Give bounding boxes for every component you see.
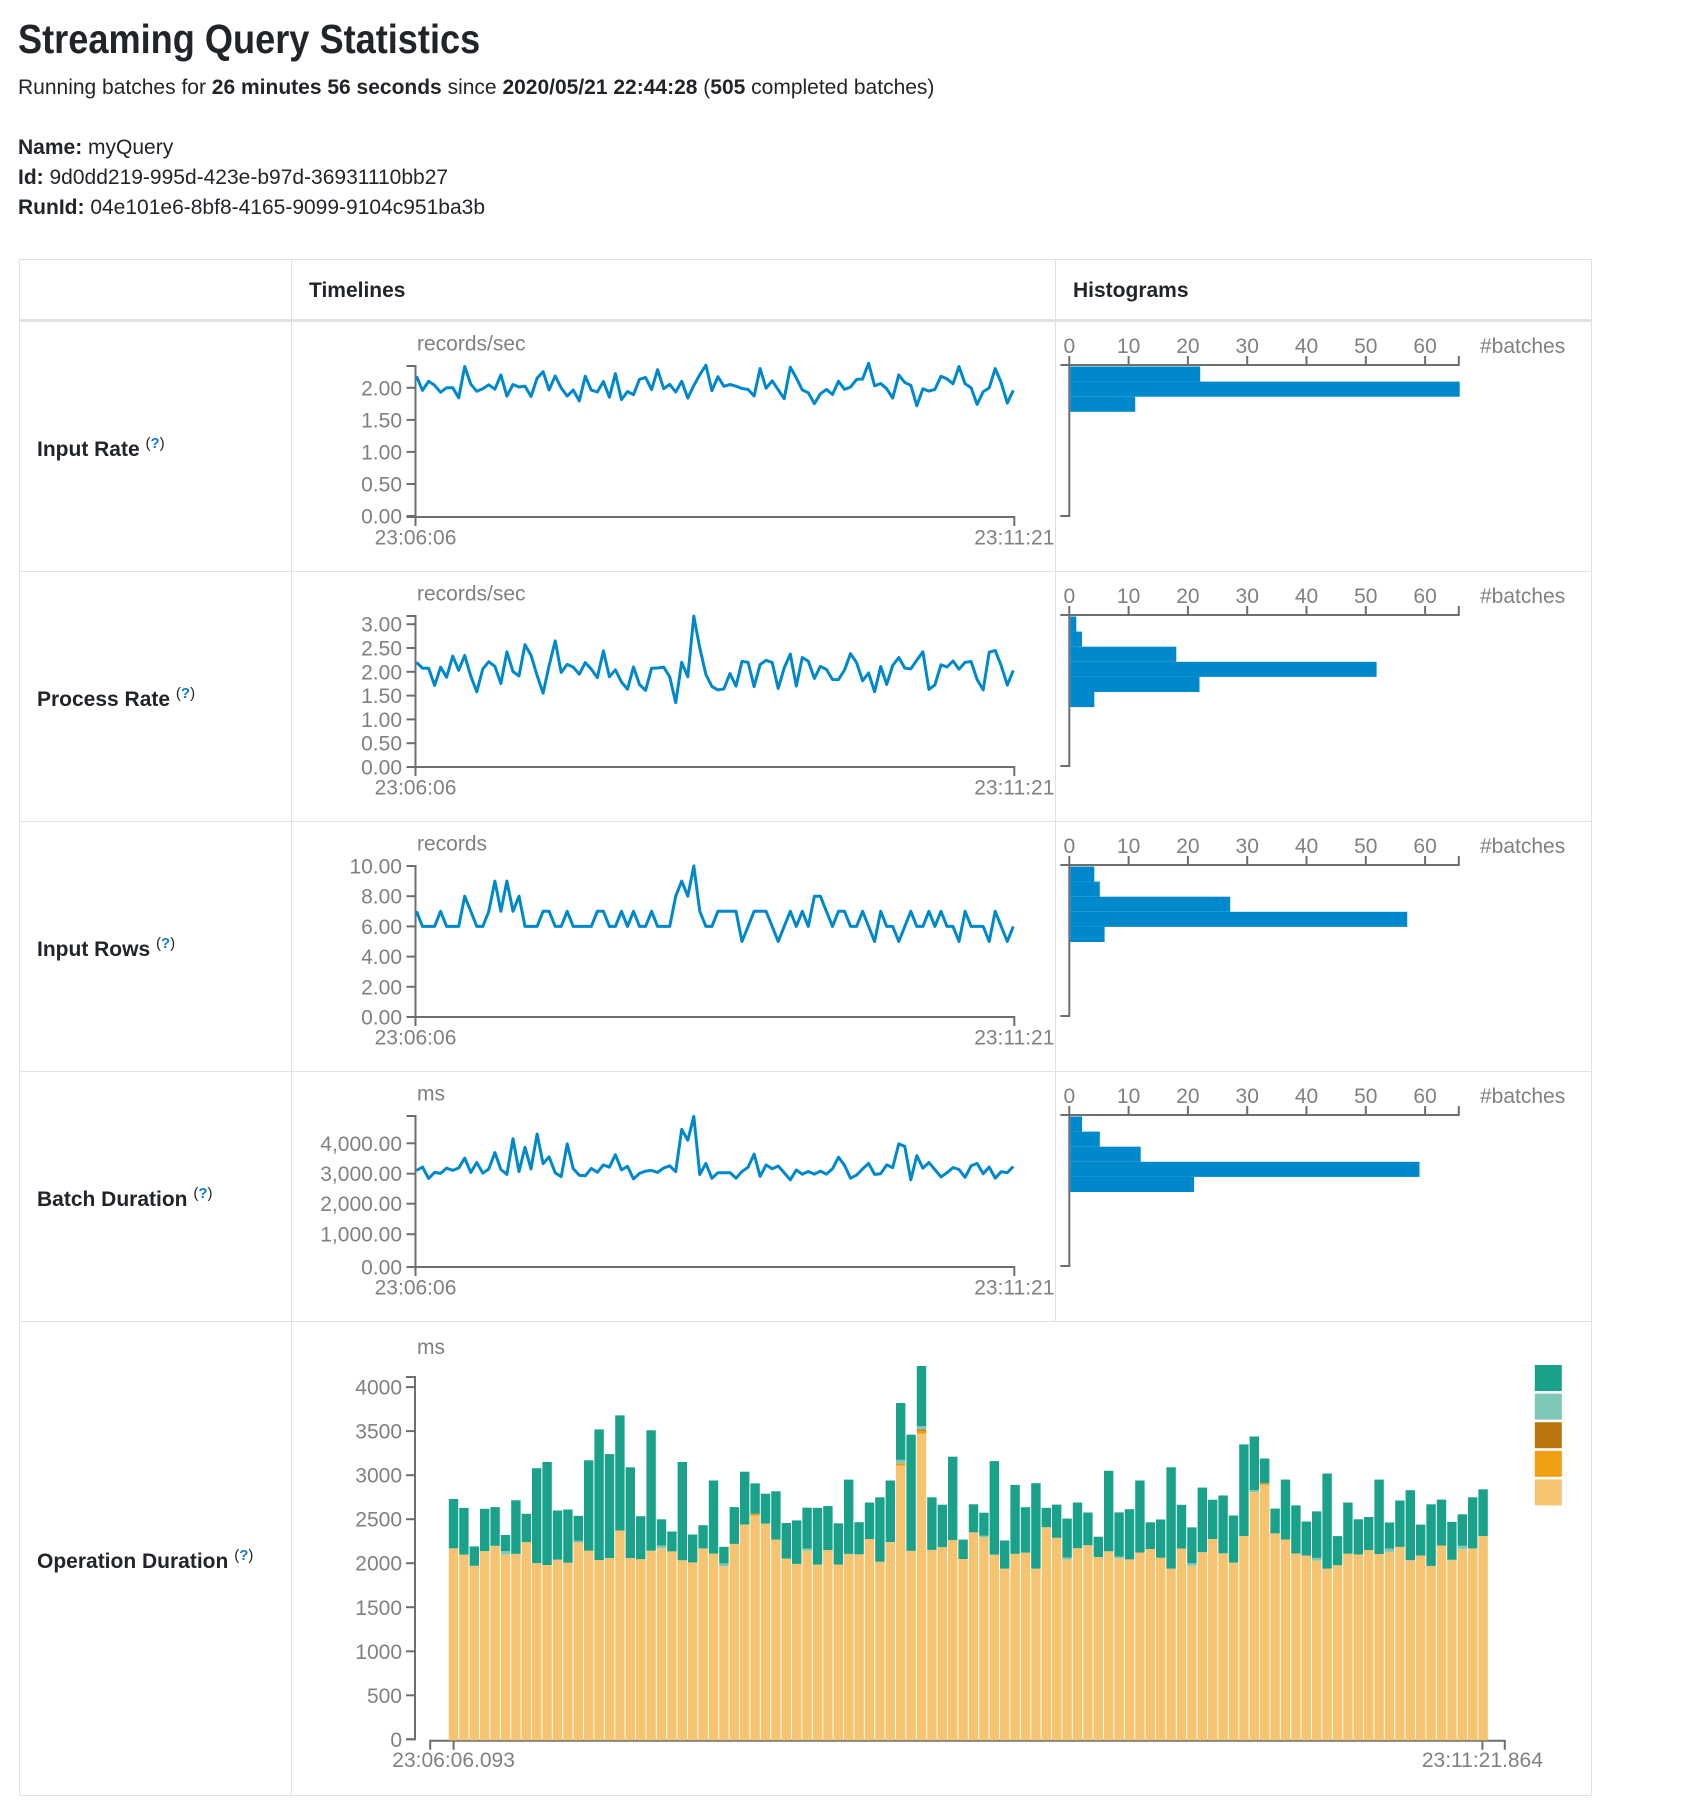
svg-text:0.00: 0.00 — [361, 506, 402, 529]
svg-text:4000: 4000 — [355, 1377, 402, 1400]
svg-text:40: 40 — [1295, 835, 1318, 858]
svg-text:4.00: 4.00 — [361, 946, 402, 969]
svg-text:10.00: 10.00 — [349, 856, 402, 879]
svg-text:40: 40 — [1295, 1085, 1318, 1108]
svg-text:20: 20 — [1176, 335, 1199, 358]
svg-text:0.50: 0.50 — [361, 474, 402, 497]
svg-text:20: 20 — [1176, 835, 1199, 858]
svg-text:4,000.00: 4,000.00 — [320, 1133, 402, 1156]
svg-text:23:11:21: 23:11:21 — [974, 527, 1054, 550]
svg-text:23:11:21: 23:11:21 — [974, 777, 1054, 800]
svg-text:ms: ms — [417, 1083, 445, 1106]
svg-text:2.00: 2.00 — [361, 976, 402, 999]
svg-text:23:06:06: 23:06:06 — [375, 1027, 457, 1050]
svg-text:records/sec: records/sec — [417, 333, 526, 356]
svg-text:50: 50 — [1354, 835, 1377, 858]
svg-text:ms: ms — [417, 1336, 445, 1359]
svg-text:50: 50 — [1354, 585, 1377, 608]
svg-text:50: 50 — [1354, 335, 1377, 358]
svg-text:30: 30 — [1236, 1085, 1259, 1108]
svg-text:8.00: 8.00 — [361, 886, 402, 909]
svg-text:23:06:06: 23:06:06 — [375, 777, 457, 800]
svg-text:60: 60 — [1413, 835, 1436, 858]
svg-text:50: 50 — [1354, 1085, 1377, 1108]
svg-text:0.50: 0.50 — [361, 733, 402, 756]
svg-text:0: 0 — [1063, 585, 1075, 608]
svg-text:20: 20 — [1176, 1085, 1199, 1108]
svg-text:0.00: 0.00 — [361, 1257, 402, 1280]
svg-text:10: 10 — [1117, 335, 1140, 358]
svg-text:2.00: 2.00 — [361, 661, 402, 684]
svg-text:1.00: 1.00 — [361, 709, 402, 732]
svg-text:#batches: #batches — [1480, 585, 1565, 608]
svg-text:500: 500 — [367, 1685, 402, 1708]
svg-text:1.50: 1.50 — [361, 685, 402, 708]
svg-text:10: 10 — [1117, 585, 1140, 608]
svg-text:0: 0 — [1063, 1085, 1075, 1108]
svg-text:10: 10 — [1117, 835, 1140, 858]
svg-text:23:06:06: 23:06:06 — [375, 1277, 457, 1300]
svg-text:1.50: 1.50 — [361, 409, 402, 432]
svg-text:0: 0 — [1063, 835, 1075, 858]
svg-text:records: records — [417, 833, 487, 856]
svg-text:0: 0 — [1063, 335, 1075, 358]
svg-text:23:11:21: 23:11:21 — [974, 1027, 1054, 1050]
svg-text:1000: 1000 — [355, 1641, 402, 1664]
svg-text:3,000.00: 3,000.00 — [320, 1163, 402, 1186]
svg-text:1500: 1500 — [355, 1597, 402, 1620]
svg-text:30: 30 — [1236, 585, 1259, 608]
svg-text:3500: 3500 — [355, 1421, 402, 1444]
svg-text:23:06:06: 23:06:06 — [375, 527, 457, 550]
svg-text:1.00: 1.00 — [361, 441, 402, 464]
svg-text:60: 60 — [1413, 335, 1436, 358]
svg-text:20: 20 — [1176, 585, 1199, 608]
svg-text:2,000.00: 2,000.00 — [320, 1193, 402, 1216]
svg-text:2000: 2000 — [355, 1553, 402, 1576]
svg-text:40: 40 — [1295, 585, 1318, 608]
svg-text:1,000.00: 1,000.00 — [320, 1224, 402, 1247]
svg-text:0.00: 0.00 — [361, 1007, 402, 1030]
svg-text:40: 40 — [1295, 335, 1318, 358]
svg-text:#batches: #batches — [1480, 835, 1565, 858]
svg-text:2.50: 2.50 — [361, 638, 402, 661]
svg-text:2500: 2500 — [355, 1509, 402, 1532]
svg-text:0: 0 — [390, 1729, 402, 1752]
svg-text:3.00: 3.00 — [361, 614, 402, 637]
svg-text:records/sec: records/sec — [417, 583, 526, 606]
svg-text:6.00: 6.00 — [361, 916, 402, 939]
svg-text:23:06:06.093: 23:06:06.093 — [392, 1749, 515, 1772]
svg-text:10: 10 — [1117, 1085, 1140, 1108]
svg-text:60: 60 — [1413, 1085, 1436, 1108]
svg-text:0.00: 0.00 — [361, 757, 402, 780]
svg-text:2.00: 2.00 — [361, 377, 402, 400]
svg-text:23:11:21: 23:11:21 — [974, 1277, 1054, 1300]
svg-text:60: 60 — [1413, 585, 1436, 608]
svg-text:#batches: #batches — [1480, 1085, 1565, 1108]
svg-text:30: 30 — [1236, 835, 1259, 858]
svg-text:30: 30 — [1236, 335, 1259, 358]
svg-text:23:11:21.864: 23:11:21.864 — [1422, 1749, 1543, 1772]
svg-text:3000: 3000 — [355, 1465, 402, 1488]
svg-text:#batches: #batches — [1480, 335, 1565, 358]
